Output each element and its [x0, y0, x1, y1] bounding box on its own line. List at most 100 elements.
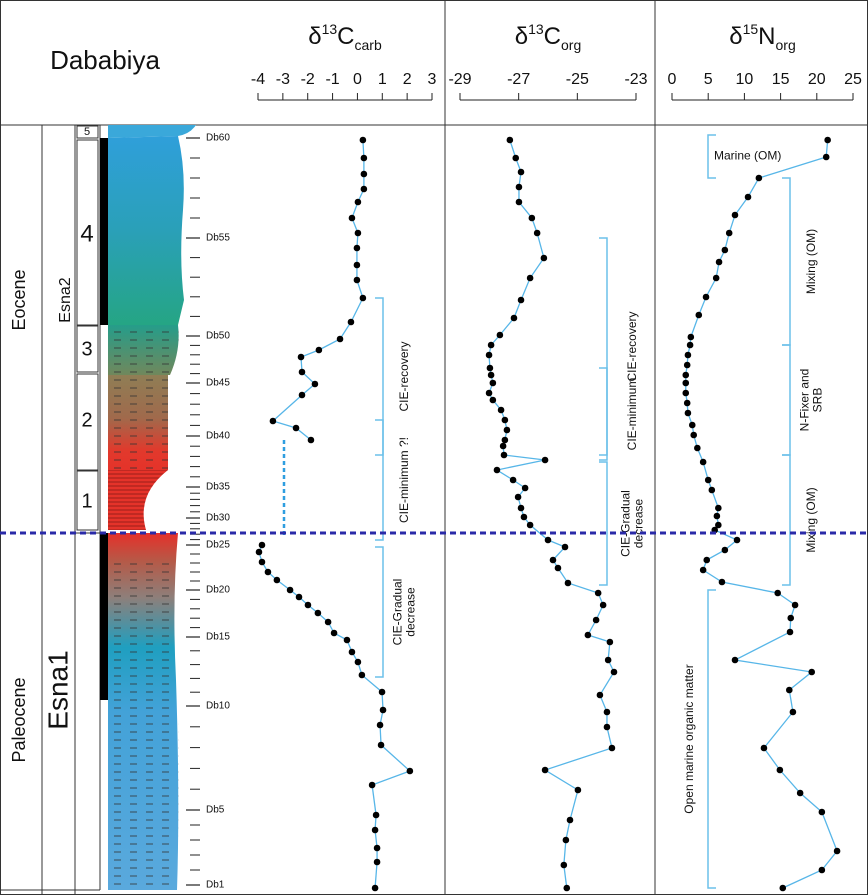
data-point [503, 426, 511, 434]
title-part: N [758, 23, 775, 50]
data-point [718, 578, 726, 586]
data-point [515, 198, 523, 206]
data-point [561, 543, 569, 551]
data-point [517, 168, 525, 176]
data-point [779, 884, 787, 892]
data-point [699, 566, 707, 574]
data-point [684, 409, 692, 417]
title-part: C [337, 23, 354, 50]
x-tick-label: -1 [325, 71, 339, 88]
annotation-label: CIE-recovery [397, 341, 411, 411]
data-point [258, 558, 266, 566]
data-point [687, 333, 695, 341]
data-point [360, 154, 368, 162]
data-point [592, 616, 600, 624]
x-tick-label: -29 [448, 71, 471, 88]
data-point [715, 521, 722, 529]
data-point [348, 648, 356, 656]
bracket [375, 297, 384, 456]
annotation-label: SRB [811, 388, 825, 413]
data-point [487, 371, 495, 379]
data-point [517, 504, 525, 512]
x-tick-label: 25 [844, 71, 862, 88]
title-part: δ [308, 23, 321, 50]
data-point [269, 417, 277, 425]
data-point [378, 688, 386, 696]
data-point [833, 847, 841, 855]
x-tick-label: 3 [428, 71, 437, 88]
plots: δ13Ccarb-4 -3 -2 -1 0 1 2 3Db1Db5Db10Db15Db20Db… [186, 21, 862, 892]
formation-label: Esna1 [42, 650, 73, 729]
bracket [375, 419, 384, 541]
y-tick-label: Db1 [206, 880, 225, 891]
data-point [499, 442, 507, 450]
x-tick-label: -25 [566, 71, 589, 88]
y-tick-label: Db60 [206, 133, 230, 144]
data-point [774, 589, 782, 597]
x-tick-label: -23 [624, 71, 647, 88]
title-part: org [561, 37, 581, 53]
data-point [496, 331, 504, 339]
section-title: Dababiya [50, 45, 160, 75]
annotation-label: N-Fixer and [798, 369, 812, 432]
data-point [360, 185, 368, 193]
data-point [514, 493, 522, 501]
bracket [782, 177, 791, 346]
bracket [599, 237, 608, 456]
data-point [603, 723, 611, 731]
data-point [690, 431, 698, 439]
data-point [292, 424, 300, 432]
data-point [688, 421, 696, 429]
y-tick-label: Db25 [206, 540, 230, 551]
x-tick-label: 0 [668, 71, 677, 88]
bracket [375, 546, 384, 678]
data-point [497, 406, 505, 414]
data-point [295, 593, 303, 601]
data-point [686, 341, 694, 349]
data-point [330, 629, 338, 637]
y-tick-label: Db5 [206, 805, 225, 816]
data-point [584, 631, 592, 639]
data-point [541, 456, 549, 464]
data-point [311, 380, 319, 388]
data-point [703, 556, 711, 564]
unit-label: 5 [84, 126, 90, 138]
data-point [702, 293, 710, 301]
data-point [789, 708, 797, 716]
unit-label: 3 [81, 338, 92, 360]
data-point [255, 548, 263, 556]
data-point [725, 229, 733, 237]
data-point [699, 458, 707, 466]
y-tick-label: Db55 [206, 233, 230, 244]
data-point [485, 351, 493, 359]
y-tick-label: Db35 [206, 482, 230, 493]
data-point [818, 808, 826, 816]
data-point [354, 229, 362, 237]
data-line [685, 139, 838, 889]
data-point [540, 254, 548, 262]
data-point [695, 311, 703, 319]
title-part: org [776, 37, 796, 53]
section-labels: Dababiya Eocene Paleocene Esna2 Esna1 5 … [9, 45, 161, 763]
data-point [510, 314, 518, 322]
data-point [359, 294, 367, 302]
data-point [731, 656, 739, 664]
data-point [258, 541, 266, 549]
data-point [776, 766, 784, 774]
panel-title: δ13Corg [515, 21, 582, 53]
data-point [314, 609, 322, 617]
data-point [298, 391, 306, 399]
data-point [485, 389, 493, 397]
data-point [348, 214, 356, 222]
panel-title: δ15Norg [729, 21, 796, 53]
data-point [373, 844, 381, 852]
data-point [683, 361, 691, 369]
annotation-label: CIE-minimum [625, 378, 639, 451]
data-point [501, 416, 509, 424]
unit-label: 2 [81, 409, 92, 431]
x-tick-label: -4 [251, 71, 265, 88]
annotation-label: decrease [632, 498, 646, 548]
y-tick-label: Db40 [206, 431, 230, 442]
x-tick-label: -2 [301, 71, 315, 88]
